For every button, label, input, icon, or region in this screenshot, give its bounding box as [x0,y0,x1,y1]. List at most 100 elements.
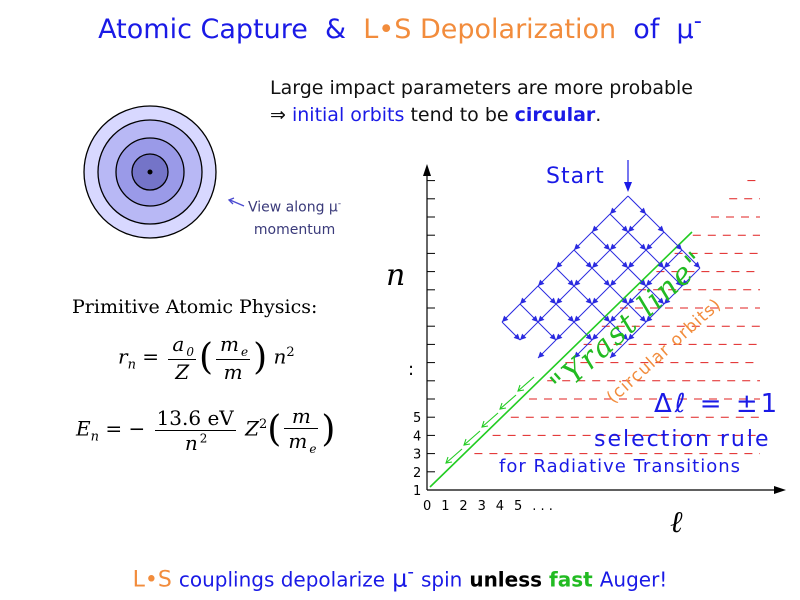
x-tick-label: 5 [514,499,522,514]
transition-arrowhead [657,297,664,304]
intro-text: Large impact parameters are more probabl… [270,75,693,129]
x-tick-label: 3 [478,499,486,514]
yrast-arrow [445,448,463,464]
energy-level-dashes [474,180,760,455]
transition-arrowhead [639,243,646,250]
transition-arrowhead [574,315,581,322]
transition-arrowhead [628,261,635,268]
transition-arrowhead [549,333,556,340]
yrast-arrow [463,430,481,446]
transition-arrowhead [520,297,527,304]
transition-arrowhead [538,351,545,358]
y-tick-labels: 1 2 3 4 5 [413,411,421,499]
transition-arrowhead [531,315,538,322]
transition-arrowhead [639,315,646,322]
transition-arrowhead [675,279,682,286]
transition-arrowhead [646,315,653,322]
yrast-arrowhead [463,438,471,446]
intro-line1: Large impact parameters are more probabl… [270,77,694,99]
transition-arrowhead [574,279,581,286]
yrast-arrowhead [517,384,525,392]
caption-arrow-icon [227,197,245,207]
y-tick-label: 1 [413,484,421,499]
x-axis-arrowhead [774,486,786,494]
transition-arrowhead [592,225,599,232]
y-axis-ellipsis: : [408,359,414,380]
y-tick-label: 3 [413,448,421,463]
y-tick-label: 4 [413,429,421,444]
y-tick-label: 2 [413,466,421,481]
transition-arrowhead [585,261,592,268]
transition-arrowhead [664,261,671,268]
transition-arrowhead [639,279,646,286]
transition-arrowhead [657,225,664,232]
rn-formula: rn = a 0 Z(m e m) n2 [118,332,295,384]
l-axis-label: ℓ [670,505,683,540]
transition-arrowhead [556,333,563,340]
transition-arrowhead [603,279,610,286]
transition-arrowhead [610,315,617,322]
y-axis-arrowhead [423,164,431,176]
transition-arrowhead [585,333,592,340]
delta-l-rule: Δℓ = ±1 [654,389,780,419]
en-formula: En = − 13.6 eV n 2 Z2(m m e) [76,404,336,456]
start-arrowhead [624,182,632,192]
implies-arrow: ⇒ [270,104,286,126]
transition-arrowhead [592,261,599,268]
transition-arrowhead [603,243,610,250]
transition-arrowhead [621,333,628,340]
yrast-arrow [517,376,535,392]
circular-text: circular [514,104,596,126]
transition-arrowhead [621,261,628,268]
transition-arrowhead [610,207,617,214]
transition-arrowhead [502,315,509,322]
transition-arrowhead [538,279,545,286]
axis-tick-marks [427,180,435,473]
physics-heading: Primitive Atomic Physics: [72,296,318,318]
x-tick-label: 0 [423,499,431,514]
yrast-arrowhead [499,402,507,410]
transition-arrowhead [628,333,635,340]
x-tick-label: 4 [496,499,504,514]
transition-arrowhead [538,315,545,322]
start-label: Start [546,164,605,189]
orbit-caption: View along μ- momentum [248,199,342,238]
transition-arrowhead [664,297,671,304]
transition-arrowhead [639,207,646,214]
radiative-label: for Radiative Transitions [499,456,741,477]
transition-arrowhead [610,243,617,250]
x-tick-label: 2 [459,499,467,514]
intro-line2: ⇒ initial orbits tend to be circular. [270,104,602,126]
transition-arrowhead [682,279,689,286]
y-tick-label: 5 [413,411,421,426]
transition-arrowhead [556,261,563,268]
transition-arrowhead [513,333,520,340]
yrast-arrow [499,394,517,410]
transition-grid-arrows [501,195,701,359]
transition-arrowhead [585,297,592,304]
yrast-transition-arrows [445,376,535,464]
orbit-rings-diagram [83,105,217,239]
transition-arrowhead [592,297,599,304]
yrast-arrowhead [481,420,489,428]
x-tick-label: . . . [532,499,553,514]
x-tick-label: 1 [441,499,449,514]
n-axis-label: n [386,258,405,293]
transition-arrowhead [657,261,664,268]
transition-arrowhead [675,243,682,250]
transition-arrowhead [567,279,574,286]
yrast-line [429,231,693,488]
transition-arrowhead [646,243,653,250]
transition-arrowhead [603,315,610,322]
transition-arrowhead [628,225,635,232]
transition-arrowhead [520,333,527,340]
page-title: Atomic Capture & L•S Depolarization of μ… [98,8,702,45]
nucleus-dot [147,169,153,175]
transition-arrowhead [592,333,599,340]
transition-arrowhead [610,351,617,358]
yrast-arrowhead [445,456,453,464]
transition-arrowhead [628,297,635,304]
footer-text: L•S couplings depolarize μ- spin unless … [132,562,668,593]
